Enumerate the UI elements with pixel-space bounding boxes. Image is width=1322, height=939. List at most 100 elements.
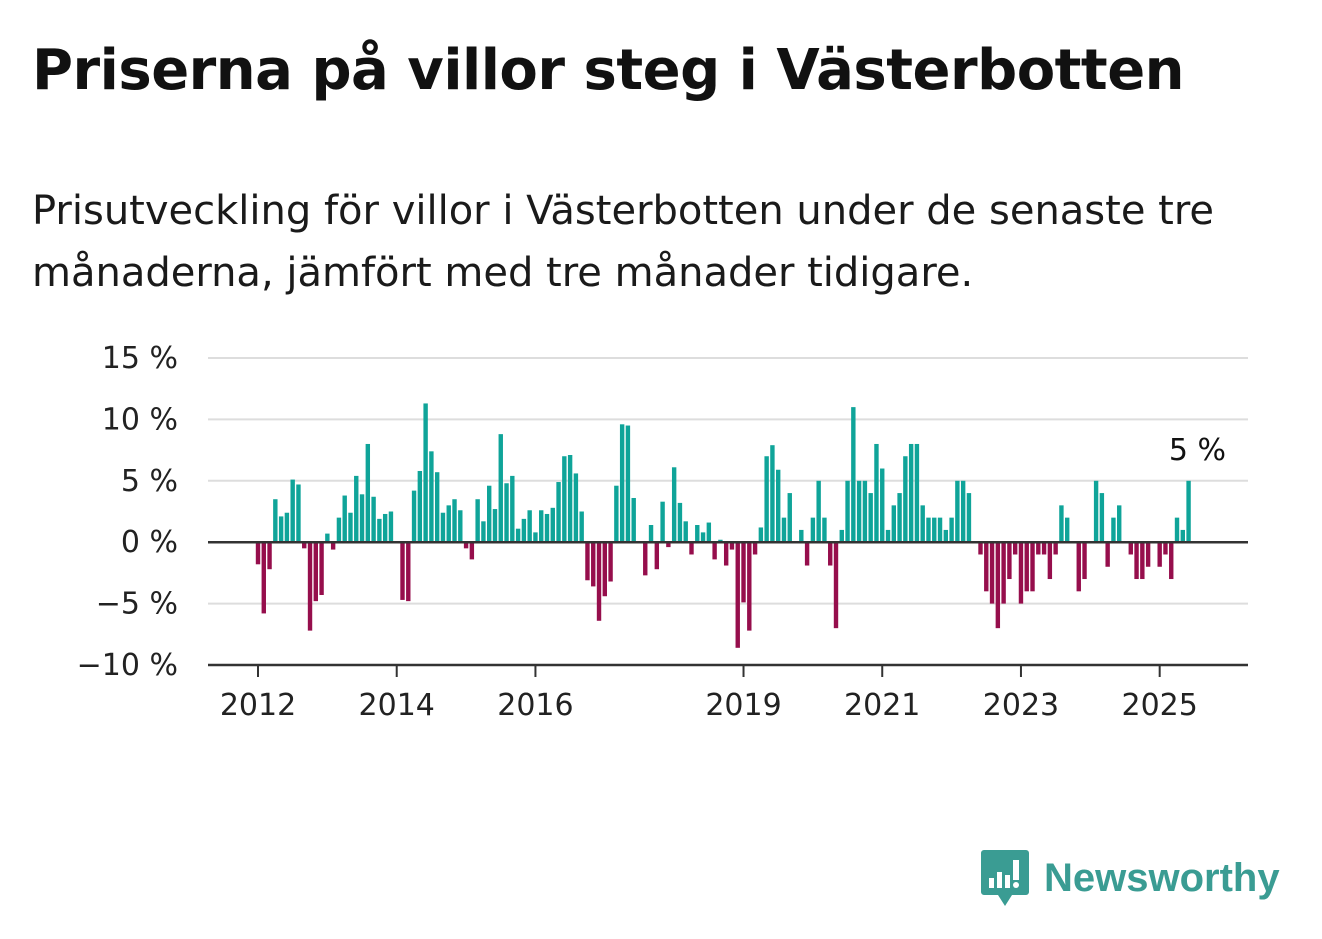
bar (868, 493, 873, 543)
bar (643, 542, 648, 576)
bar (781, 517, 787, 543)
y-tick-label: −5 % (96, 587, 178, 622)
bar (602, 542, 607, 597)
bar (417, 470, 423, 543)
bar-chart: 15 % 10 % 5 % 0 % −5 % −10 % 2012 2014 2016 2019… (77, 341, 1248, 723)
bar (365, 443, 371, 543)
bar (377, 518, 382, 543)
bar (660, 501, 665, 543)
bar (539, 510, 544, 543)
bar (735, 542, 740, 648)
bar (388, 511, 394, 543)
x-tick-label: 2023 (983, 688, 1059, 723)
bar (955, 480, 960, 543)
bar (1007, 542, 1012, 580)
bar (828, 542, 833, 566)
bar (556, 482, 561, 543)
bar (261, 542, 266, 614)
bar (689, 542, 694, 555)
bar (423, 403, 428, 543)
bar (290, 479, 295, 543)
bar (319, 542, 324, 595)
bar (487, 485, 492, 543)
bar (452, 499, 457, 543)
bar (1018, 542, 1024, 604)
bar (891, 505, 896, 543)
bar (1169, 542, 1174, 580)
bar (440, 512, 446, 543)
bar (752, 542, 758, 555)
bar (510, 475, 515, 543)
bars (255, 403, 1191, 648)
y-tick-label: 10 % (102, 402, 178, 437)
bar (544, 513, 550, 543)
bar (764, 456, 769, 543)
newsworthy-logo[interactable]: Newsworthy (980, 848, 1280, 908)
bar (1157, 542, 1162, 567)
bar (255, 542, 261, 565)
bar (926, 517, 931, 543)
bar (296, 484, 301, 543)
x-tick-label: 2014 (359, 688, 435, 723)
bar (1024, 542, 1029, 592)
bar (400, 542, 405, 600)
bar (856, 480, 862, 543)
bar (648, 525, 654, 543)
bar (845, 480, 850, 543)
bar (880, 468, 885, 543)
bar (527, 510, 532, 543)
bar (908, 443, 914, 543)
bar (683, 521, 688, 543)
bar (481, 521, 486, 543)
bar (619, 424, 625, 543)
y-tick-label: 15 % (102, 341, 178, 376)
bar (960, 480, 966, 543)
bar (342, 495, 347, 543)
bar (1163, 542, 1168, 555)
bar (492, 509, 498, 543)
bar (1117, 505, 1122, 543)
bar (695, 525, 700, 543)
bar (278, 516, 284, 543)
bar (1186, 480, 1191, 543)
bar (504, 483, 509, 543)
bar (839, 529, 844, 543)
bar (723, 542, 729, 566)
bar (411, 490, 417, 543)
bar (1076, 542, 1081, 592)
bar (1145, 542, 1151, 567)
bar (776, 469, 781, 543)
bar (758, 527, 764, 543)
bar (348, 512, 353, 543)
bar (1105, 542, 1110, 567)
y-axis-labels: 15 % 10 % 5 % 0 % −5 % −10 % (77, 341, 178, 683)
x-tick-label: 2021 (844, 688, 920, 723)
bar (267, 542, 272, 570)
bar (1140, 542, 1145, 580)
bar (833, 542, 839, 629)
bar (515, 528, 521, 543)
bar (851, 407, 856, 543)
bar (1036, 542, 1041, 555)
bar (1041, 542, 1047, 555)
bar (874, 443, 879, 543)
bar (284, 512, 290, 543)
bar (371, 496, 376, 543)
bar (1082, 542, 1087, 580)
bar (1099, 493, 1105, 543)
bar (429, 451, 434, 543)
newsworthy-logo-icon (981, 850, 1029, 906)
bar (1059, 505, 1064, 543)
x-tick-label: 2025 (1122, 688, 1198, 723)
bar (1174, 517, 1180, 543)
y-tick-label: −10 % (77, 648, 178, 683)
bar (475, 499, 480, 543)
bar (1012, 542, 1018, 555)
bar (995, 542, 1001, 629)
bar (330, 542, 336, 550)
bar (1065, 517, 1070, 543)
bar (406, 542, 411, 602)
bar (937, 517, 943, 543)
bar (567, 455, 573, 543)
x-tick-label: 2012 (220, 688, 296, 723)
